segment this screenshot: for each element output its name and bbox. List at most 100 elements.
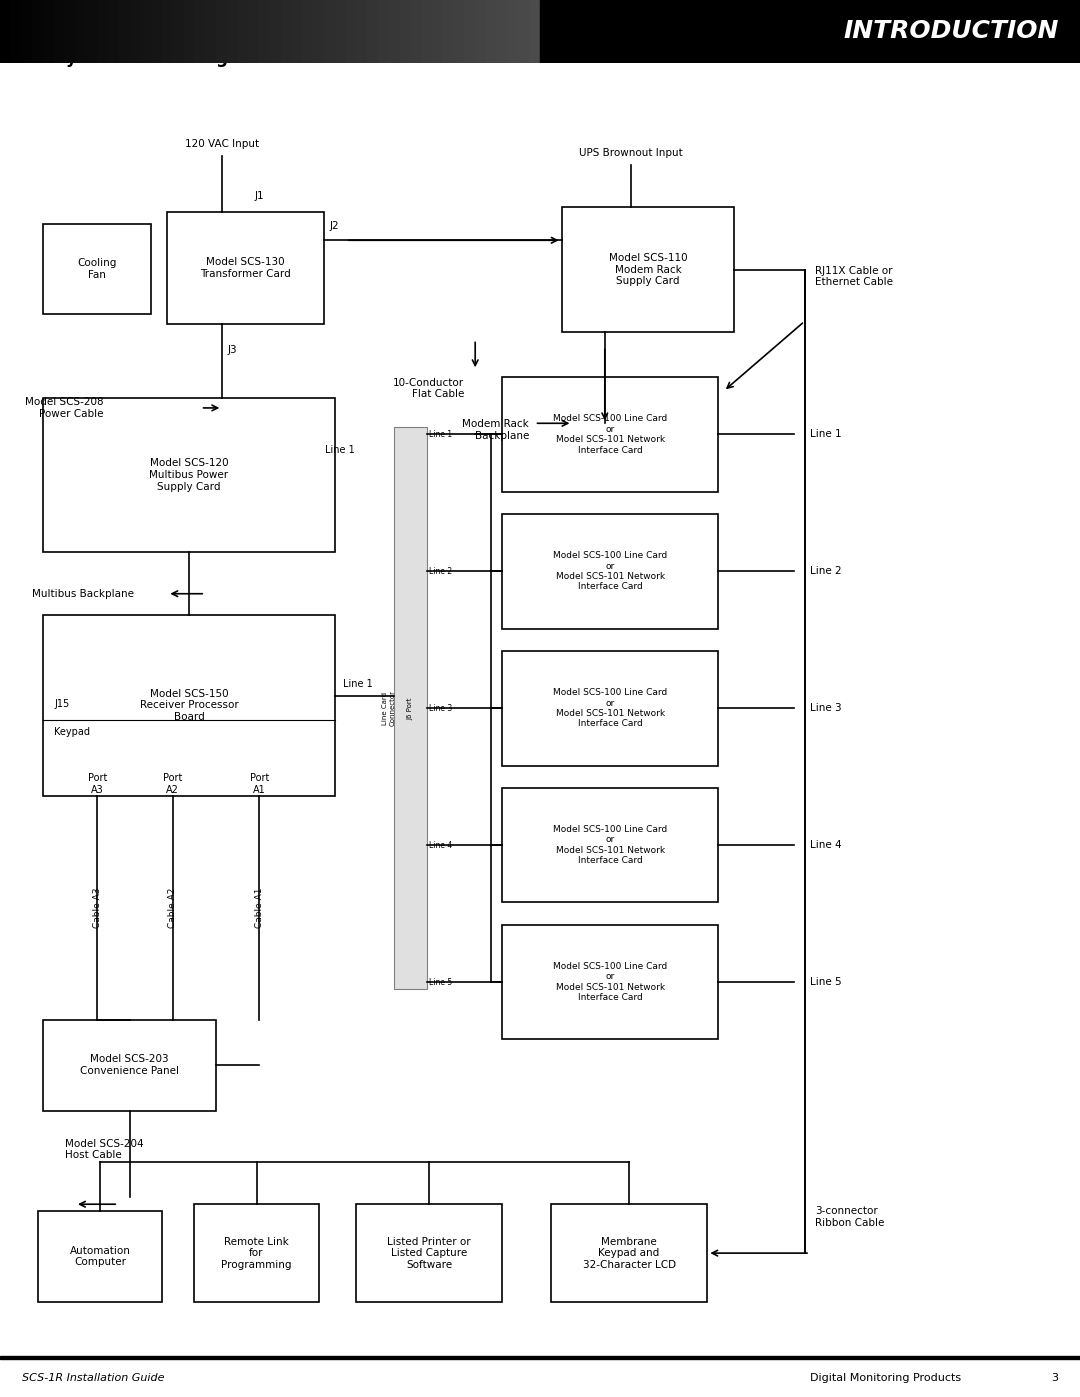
- Text: Automation
Computer: Automation Computer: [69, 1246, 131, 1267]
- Bar: [562, 207, 734, 332]
- Bar: [151, 0, 162, 63]
- Text: Line 1: Line 1: [325, 446, 355, 455]
- Bar: [205, 0, 216, 63]
- Bar: [173, 0, 184, 63]
- Text: J15: J15: [54, 698, 69, 708]
- Bar: [475, 0, 486, 63]
- Text: SCS-1R Installation Guide: SCS-1R Installation Guide: [22, 1373, 164, 1383]
- Bar: [994, 0, 1004, 63]
- Text: RJ11X Cable or
Ethernet Cable: RJ11X Cable or Ethernet Cable: [815, 265, 893, 288]
- Bar: [950, 0, 961, 63]
- Bar: [502, 651, 718, 766]
- Bar: [167, 212, 324, 324]
- Text: Line 5: Line 5: [810, 977, 841, 988]
- Bar: [896, 0, 907, 63]
- Bar: [76, 0, 86, 63]
- Bar: [292, 0, 302, 63]
- Bar: [162, 0, 173, 63]
- Bar: [961, 0, 972, 63]
- Bar: [1048, 0, 1058, 63]
- Text: Model SCS-100 Line Card
or
Model SCS-101 Network
Interface Card: Model SCS-100 Line Card or Model SCS-101…: [553, 552, 667, 591]
- Bar: [875, 0, 886, 63]
- Bar: [184, 0, 194, 63]
- Bar: [648, 0, 659, 63]
- Text: J1: J1: [255, 191, 265, 201]
- Bar: [626, 0, 637, 63]
- Bar: [400, 0, 410, 63]
- Bar: [443, 0, 454, 63]
- Text: Modem Rack
Backplane: Modem Rack Backplane: [462, 419, 529, 441]
- Text: Keypad: Keypad: [54, 726, 90, 738]
- Bar: [562, 0, 572, 63]
- Bar: [540, 0, 1080, 63]
- Bar: [38, 1211, 162, 1302]
- Bar: [65, 0, 76, 63]
- Bar: [43, 224, 151, 314]
- Bar: [1069, 0, 1080, 63]
- Text: Model SCS-150
Receiver Processor
Board: Model SCS-150 Receiver Processor Board: [139, 689, 239, 722]
- Text: Model SCS-100 Line Card
or
Model SCS-101 Network
Interface Card: Model SCS-100 Line Card or Model SCS-101…: [553, 689, 667, 728]
- Text: Model SCS-130
Transformer Card: Model SCS-130 Transformer Card: [200, 257, 292, 279]
- Text: Line 2: Line 2: [810, 566, 841, 577]
- Bar: [346, 0, 356, 63]
- Bar: [1026, 0, 1037, 63]
- Text: Cable A2: Cable A2: [168, 888, 177, 928]
- Bar: [540, 0, 551, 63]
- Bar: [410, 0, 421, 63]
- Bar: [918, 0, 929, 63]
- Bar: [983, 0, 994, 63]
- Bar: [335, 0, 346, 63]
- Bar: [22, 0, 32, 63]
- Text: Cable A1: Cable A1: [255, 888, 264, 928]
- Text: J6 Port: J6 Port: [407, 697, 414, 719]
- Bar: [0, 1356, 1080, 1359]
- Bar: [43, 615, 335, 796]
- Bar: [788, 0, 799, 63]
- Bar: [756, 0, 767, 63]
- Text: 3: 3: [1052, 1373, 1058, 1383]
- Text: 120 VAC Input: 120 VAC Input: [185, 140, 259, 149]
- Text: Cooling
Fan: Cooling Fan: [78, 258, 117, 279]
- Bar: [551, 1204, 707, 1302]
- Bar: [97, 0, 108, 63]
- Text: Line 4: Line 4: [810, 840, 841, 851]
- Text: Line 1: Line 1: [810, 429, 841, 440]
- Text: Model SCS-204
Host Cable: Model SCS-204 Host Cable: [65, 1139, 144, 1160]
- Bar: [394, 427, 427, 989]
- Text: Model SCS-100 Line Card
or
Model SCS-101 Network
Interface Card: Model SCS-100 Line Card or Model SCS-101…: [553, 963, 667, 1002]
- Text: Model SCS-203
Convenience Panel: Model SCS-203 Convenience Panel: [80, 1055, 179, 1076]
- Bar: [0, 0, 11, 63]
- Bar: [864, 0, 875, 63]
- Text: 3-connector
Ribbon Cable: 3-connector Ribbon Cable: [815, 1206, 885, 1228]
- Bar: [659, 0, 670, 63]
- Bar: [502, 788, 718, 902]
- Bar: [367, 0, 378, 63]
- Text: J3: J3: [228, 345, 238, 355]
- Bar: [832, 0, 842, 63]
- Bar: [497, 0, 508, 63]
- Bar: [799, 0, 810, 63]
- Text: Line 3: Line 3: [810, 703, 841, 714]
- Bar: [313, 0, 324, 63]
- Bar: [270, 0, 281, 63]
- Bar: [745, 0, 756, 63]
- Bar: [108, 0, 119, 63]
- Bar: [502, 925, 718, 1039]
- Text: Digital Monitoring Products: Digital Monitoring Products: [810, 1373, 961, 1383]
- Bar: [810, 0, 821, 63]
- Bar: [502, 377, 718, 492]
- Text: Line 1: Line 1: [429, 430, 451, 439]
- Bar: [502, 514, 718, 629]
- Text: Remote Link
for
Programming: Remote Link for Programming: [221, 1236, 292, 1270]
- Bar: [43, 0, 54, 63]
- Bar: [821, 0, 832, 63]
- Bar: [119, 0, 130, 63]
- Bar: [356, 0, 367, 63]
- Bar: [86, 0, 97, 63]
- Bar: [551, 0, 562, 63]
- Text: J2: J2: [329, 221, 339, 231]
- Bar: [43, 398, 335, 552]
- Bar: [529, 0, 540, 63]
- Text: Model SCS-110
Modem Rack
Supply Card: Model SCS-110 Modem Rack Supply Card: [609, 253, 687, 286]
- Bar: [518, 0, 529, 63]
